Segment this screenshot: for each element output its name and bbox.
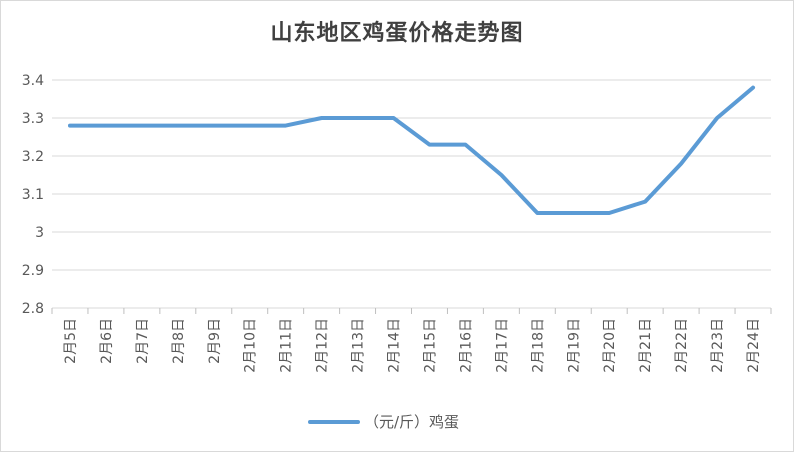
- data-point: [176, 124, 180, 128]
- x-tick-label: 2月15日: [422, 318, 438, 373]
- data-point: [499, 173, 503, 177]
- x-tick-label: 2月14日: [387, 318, 403, 373]
- data-point: [535, 211, 539, 215]
- y-tick-label: 3.4: [22, 73, 44, 89]
- data-point: [643, 200, 647, 204]
- y-tick-label: 3: [35, 225, 44, 241]
- legend: （元/斤）鸡蛋: [308, 413, 459, 431]
- x-tick-label: 2月16日: [458, 318, 474, 373]
- x-tick-label: 2月8日: [171, 318, 187, 364]
- data-point: [212, 124, 216, 128]
- data-point: [320, 116, 324, 120]
- x-tick-label: 2月20日: [602, 318, 618, 373]
- data-point: [284, 124, 288, 128]
- x-tick-label: 2月9日: [207, 318, 223, 364]
- data-point: [571, 211, 575, 215]
- y-axis-ticks: 2.8 2.9 3 3.1 3.2 3.3 3.4: [22, 73, 44, 317]
- data-point: [679, 162, 683, 166]
- x-axis: 2月5日 2月6日 2月7日 2月8日 2月9日 2月10日 2月11日 2月12日 2月13日…: [51, 308, 772, 373]
- data-point: [463, 143, 467, 147]
- x-tick-label: 2月7日: [135, 318, 151, 364]
- y-tick-label: 3.2: [22, 149, 44, 165]
- x-tick-label: 2月10日: [243, 318, 259, 373]
- x-tick-label: 2月5日: [63, 318, 79, 364]
- legend-label: （元/斤）鸡蛋: [364, 413, 459, 431]
- x-tick-label: 2月23日: [710, 318, 726, 373]
- y-tick-label: 2.8: [22, 301, 44, 317]
- data-point: [248, 124, 252, 128]
- y-tick-label: 3.1: [22, 187, 44, 203]
- x-tick-label: 2月6日: [99, 318, 115, 364]
- x-tick-label: 2月22日: [674, 318, 690, 373]
- data-point: [607, 211, 611, 215]
- series-layer: [67, 85, 756, 215]
- data-point: [68, 124, 72, 128]
- x-tick-label: 2月18日: [530, 318, 546, 373]
- y-tick-label: 2.9: [22, 263, 44, 279]
- y-tick-label: 3.3: [22, 111, 44, 127]
- data-point: [140, 124, 144, 128]
- chart-title: 山东地区鸡蛋价格走势图: [270, 20, 524, 46]
- x-tick-label: 2月24日: [746, 318, 762, 373]
- data-point: [715, 116, 719, 120]
- data-point: [427, 143, 431, 147]
- x-tick-label: 2月19日: [566, 318, 582, 373]
- series-line: [67, 85, 756, 215]
- data-point: [356, 116, 360, 120]
- x-tick-label: 2月13日: [351, 318, 367, 373]
- gridlines: [52, 79, 771, 309]
- x-tick-label: 2月17日: [494, 318, 510, 373]
- data-point: [104, 124, 108, 128]
- data-point: [751, 86, 755, 90]
- x-tick-label: 2月11日: [279, 318, 295, 373]
- data-point: [392, 116, 396, 120]
- x-tick-label: 2月12日: [315, 318, 331, 373]
- x-tick-label: 2月21日: [638, 318, 654, 373]
